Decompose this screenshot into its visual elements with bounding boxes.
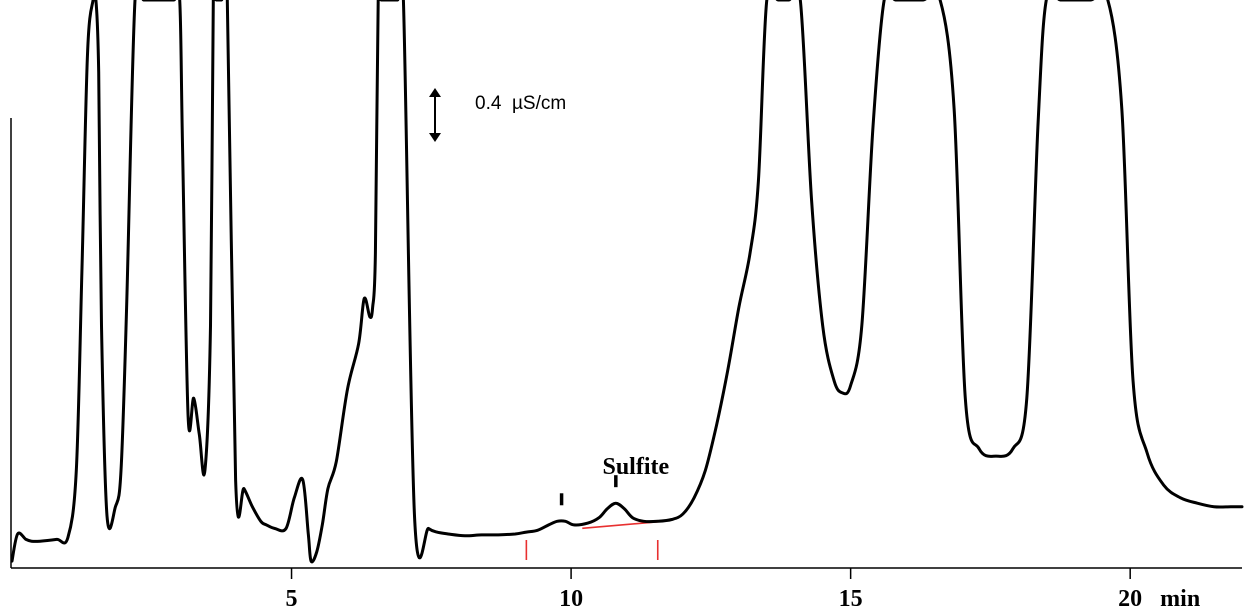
x-unit-label: min xyxy=(1160,586,1200,612)
x-tick-label-10: 10 xyxy=(559,586,583,612)
x-tick-label-15: 15 xyxy=(839,586,863,612)
series-line-0 xyxy=(10,0,1244,564)
axes xyxy=(10,118,1242,569)
scale-bar-arrow-down xyxy=(429,133,441,142)
scale-bar-label: 0.4 µS/cm xyxy=(475,93,566,114)
scale-bar-arrow-up xyxy=(429,88,441,97)
scale-bar: 0.4 µS/cm xyxy=(429,88,566,142)
x-tick-label-5: 5 xyxy=(286,586,298,612)
x-tick-label-20: 20 xyxy=(1118,586,1142,612)
series-group xyxy=(10,0,1244,564)
x-ticks: 5 10 15 20 min xyxy=(286,568,1200,612)
peak-label-sulfite: Sulfite xyxy=(602,454,669,480)
peak-markers xyxy=(559,475,618,506)
annotations: Sulfite xyxy=(602,454,669,480)
